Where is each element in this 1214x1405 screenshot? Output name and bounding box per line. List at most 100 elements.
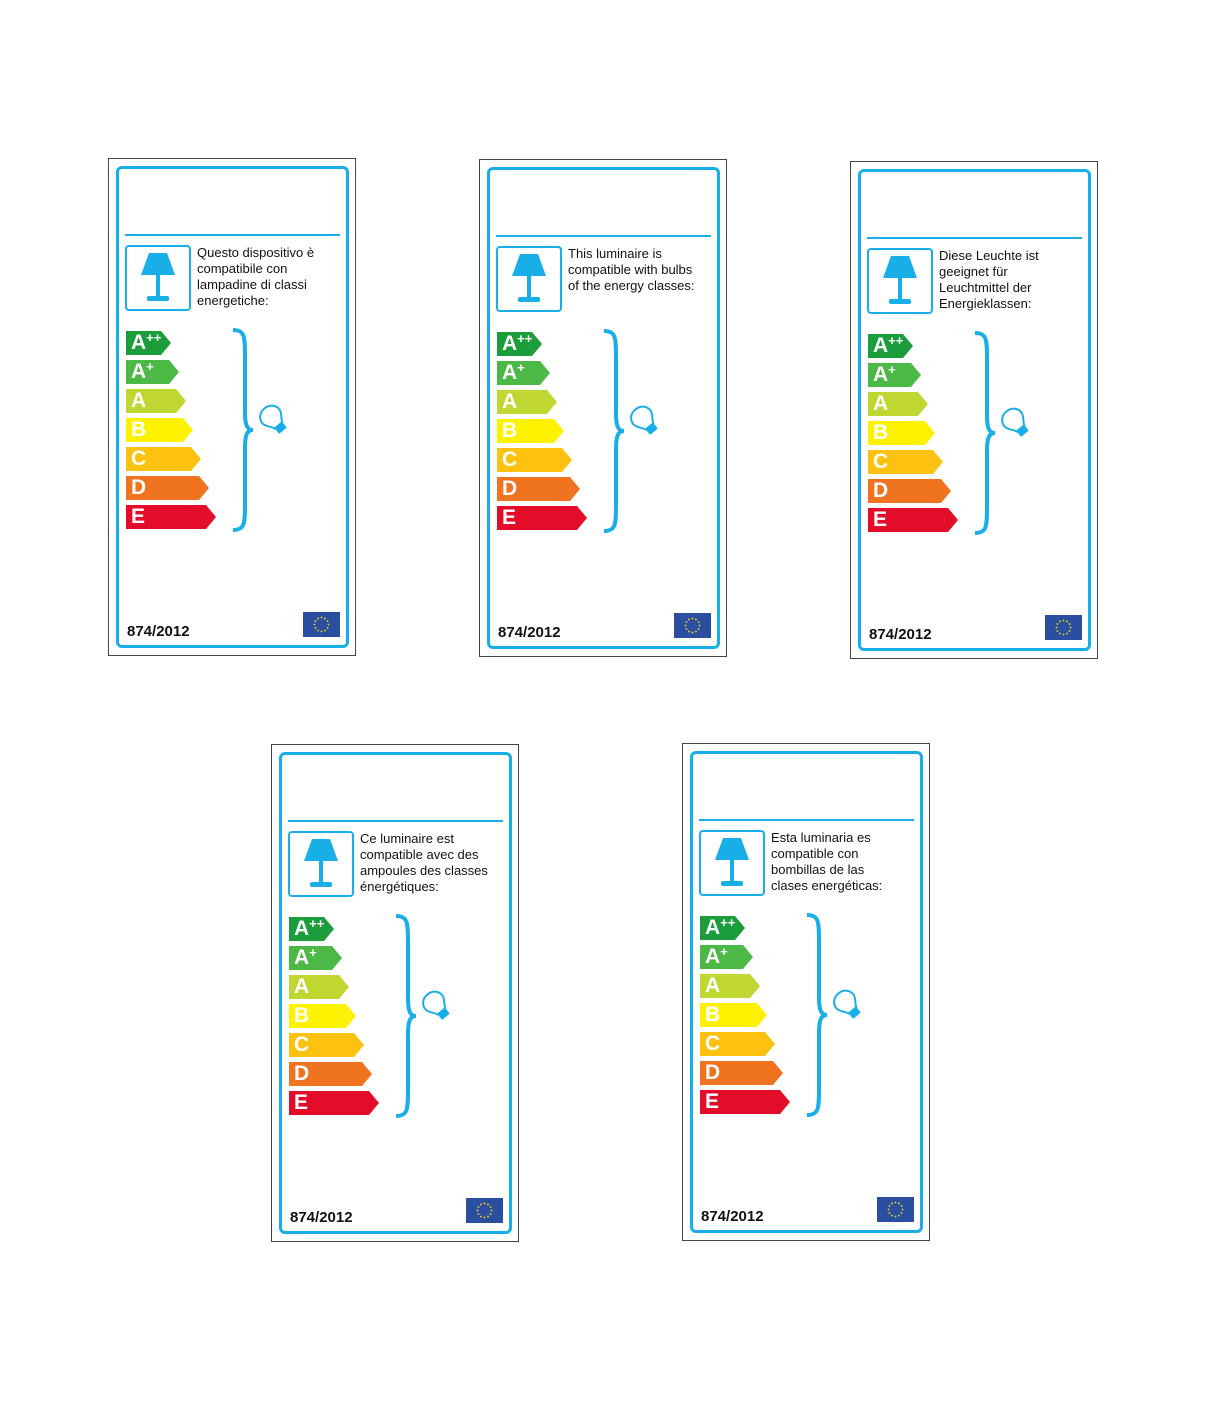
eu-star	[1055, 626, 1058, 629]
eu-star	[888, 1205, 891, 1207]
energy-label-en: This luminaire is compatible with bulbs …	[479, 159, 727, 657]
class-arrow	[700, 945, 753, 969]
compatibility-text: Diese Leuchte ist geeignet für Leuchtmit…	[939, 248, 1039, 311]
eu-star	[326, 620, 329, 622]
lamp-icon-box	[867, 248, 933, 314]
class-arrow	[868, 392, 928, 416]
class-arrow	[289, 1004, 356, 1028]
regulation-number: 874/2012	[127, 623, 190, 640]
label-frame	[858, 169, 1091, 651]
class-arrow	[289, 1062, 372, 1086]
class-arrow	[700, 974, 760, 998]
compatibility-text: Questo dispositivo è compatibile con lam…	[197, 245, 315, 308]
eu-star	[698, 624, 701, 627]
class-arrow	[497, 361, 550, 385]
eu-flag	[466, 1198, 503, 1223]
eu-star	[313, 623, 316, 626]
lamp-icon	[883, 256, 917, 304]
class-arrow	[126, 331, 171, 355]
label-frame	[116, 166, 349, 648]
eu-star	[1066, 620, 1068, 623]
class-letter: B	[502, 419, 518, 442]
eu-star	[480, 1203, 482, 1206]
eu-star	[480, 1215, 482, 1218]
class-letter: D	[502, 477, 518, 500]
eu-flag	[303, 612, 340, 637]
class-letter: C	[131, 447, 147, 470]
bulb-icon	[422, 990, 450, 1020]
class-letter: E	[873, 508, 888, 531]
class-arrow	[126, 476, 209, 500]
eu-star	[900, 1205, 903, 1207]
class-suffix: ++	[146, 330, 162, 345]
class-arrow	[289, 1091, 379, 1115]
lamp-icon	[715, 838, 749, 886]
class-letter: A	[705, 945, 721, 968]
class-letter: E	[502, 506, 517, 529]
class-letter: C	[705, 1032, 721, 1055]
eu-star	[685, 628, 688, 630]
eu-star	[691, 631, 694, 634]
eu-star	[1056, 630, 1059, 632]
eu-star	[324, 629, 326, 632]
divider	[125, 234, 340, 236]
bulb-icon	[259, 404, 287, 434]
class-suffix: +	[309, 945, 317, 960]
class-arrow	[126, 418, 193, 442]
class-letter: A	[294, 917, 310, 940]
eu-star	[695, 618, 697, 621]
label-frame	[279, 752, 512, 1234]
lamp-icon	[304, 839, 338, 887]
class-letter: A	[873, 392, 889, 415]
eu-star	[477, 1206, 480, 1208]
class-letter: A	[294, 975, 310, 998]
class-letter: B	[131, 418, 147, 441]
eu-flag	[674, 613, 711, 638]
eu-star	[900, 1212, 903, 1214]
class-arrow	[289, 1033, 364, 1057]
eu-star	[320, 616, 323, 619]
eu-star	[691, 617, 694, 620]
class-letter: A	[131, 389, 147, 412]
eu-flag	[1045, 615, 1082, 640]
eu-flag	[877, 1197, 914, 1222]
divider	[867, 237, 1082, 239]
class-letter: C	[873, 450, 889, 473]
class-arrow	[126, 389, 186, 413]
lamp-icon	[141, 253, 175, 301]
class-letter: A	[705, 974, 721, 997]
class-suffix: ++	[309, 916, 325, 931]
class-letter: C	[502, 448, 518, 471]
brace-icon	[806, 913, 828, 1117]
brace-icon	[232, 328, 254, 532]
eu-star	[490, 1209, 493, 1212]
eu-star	[487, 1203, 489, 1206]
lamp-icon	[512, 254, 546, 302]
class-suffix: +	[517, 360, 525, 375]
class-suffix: +	[720, 944, 728, 959]
class-arrow	[868, 363, 921, 387]
class-letter: E	[294, 1091, 309, 1114]
class-arrow	[497, 419, 564, 443]
eu-star	[1066, 632, 1068, 635]
bulb-icon	[1001, 407, 1029, 437]
eu-star	[489, 1213, 492, 1215]
lamp-icon-box	[288, 831, 354, 897]
class-letter: B	[705, 1003, 721, 1026]
class-arrow	[700, 1003, 767, 1027]
class-letter: C	[294, 1033, 310, 1056]
regulation-number: 874/2012	[290, 1209, 353, 1226]
class-letter: D	[131, 476, 147, 499]
eu-flag-icon	[684, 617, 701, 634]
eu-star	[327, 623, 330, 626]
eu-flag-icon	[313, 616, 330, 633]
eu-star	[1056, 623, 1059, 625]
eu-star	[901, 1208, 904, 1211]
class-letter: D	[873, 479, 889, 502]
eu-star	[1062, 619, 1065, 622]
class-letter: A	[873, 363, 889, 386]
eu-flag-icon	[887, 1201, 904, 1218]
class-letter: A	[502, 390, 518, 413]
class-letter: A	[873, 334, 889, 357]
brace-icon	[974, 331, 996, 535]
